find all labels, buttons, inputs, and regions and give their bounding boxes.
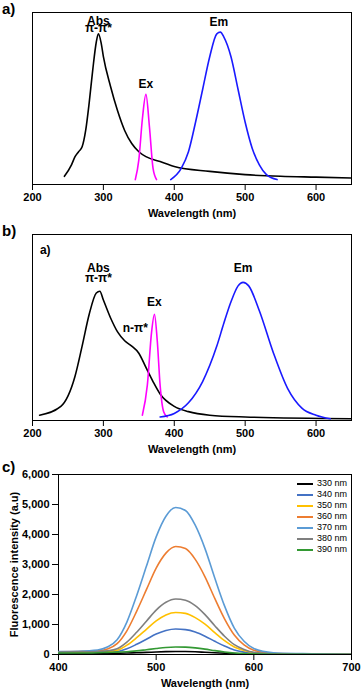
svg-text:0: 0 [43,648,49,660]
svg-text:n-π*: n-π* [123,321,149,335]
svg-text:π-π*: π-π* [85,21,112,35]
svg-text:Abs: Abs [87,261,110,275]
html-text:a): a) [2,0,16,17]
svg-text:Ex: Ex [139,77,154,91]
html-text:b): b) [2,222,17,239]
svg-text:Wavelength (nm): Wavelength (nm) [161,677,250,689]
svg-text:5,000: 5,000 [22,498,50,510]
svg-text:1,000: 1,000 [22,618,50,630]
svg-text:Wavelength (nm): Wavelength (nm) [148,207,237,219]
svg-text:400: 400 [165,427,183,439]
html-text:340 nm: 340 nm [317,489,347,499]
svg-text:Wavelength (nm): Wavelength (nm) [148,443,237,455]
svg-text:200: 200 [23,427,41,439]
html-text:380 nm: 380 nm [317,533,347,543]
svg-text:6,000: 6,000 [22,468,50,480]
svg-text:500: 500 [236,427,254,439]
html-text:350 nm: 350 nm [317,500,347,510]
svg-text:a): a) [40,243,51,257]
svg-text:400: 400 [165,191,183,203]
svg-text:4,000: 4,000 [22,528,50,540]
svg-text:π-π*: π-π* [85,271,112,285]
svg-text:300: 300 [94,427,112,439]
svg-text:500: 500 [147,661,165,673]
svg-text:600: 600 [245,661,263,673]
html-text:390 nm: 390 nm [317,544,347,554]
html-text:370 nm: 370 nm [317,522,347,532]
svg-text:Em: Em [234,261,253,275]
svg-text:600: 600 [307,191,325,203]
html-text:330 nm: 330 nm [317,478,347,488]
svg-text:2,000: 2,000 [22,588,50,600]
svg-text:400: 400 [49,661,67,673]
svg-text:200: 200 [23,191,41,203]
svg-text:600: 600 [307,427,325,439]
svg-text:300: 300 [94,191,112,203]
html-text:360 nm: 360 nm [317,511,347,521]
svg-text:Ex: Ex [147,295,162,309]
svg-text:3,000: 3,000 [22,558,50,570]
html-text:c): c) [2,458,16,475]
svg-text:Em: Em [210,15,229,29]
svg-text:Fluorescence intensity (a.u): Fluorescence intensity (a.u) [8,491,20,637]
svg-text:500: 500 [236,191,254,203]
svg-text:700: 700 [342,661,360,673]
